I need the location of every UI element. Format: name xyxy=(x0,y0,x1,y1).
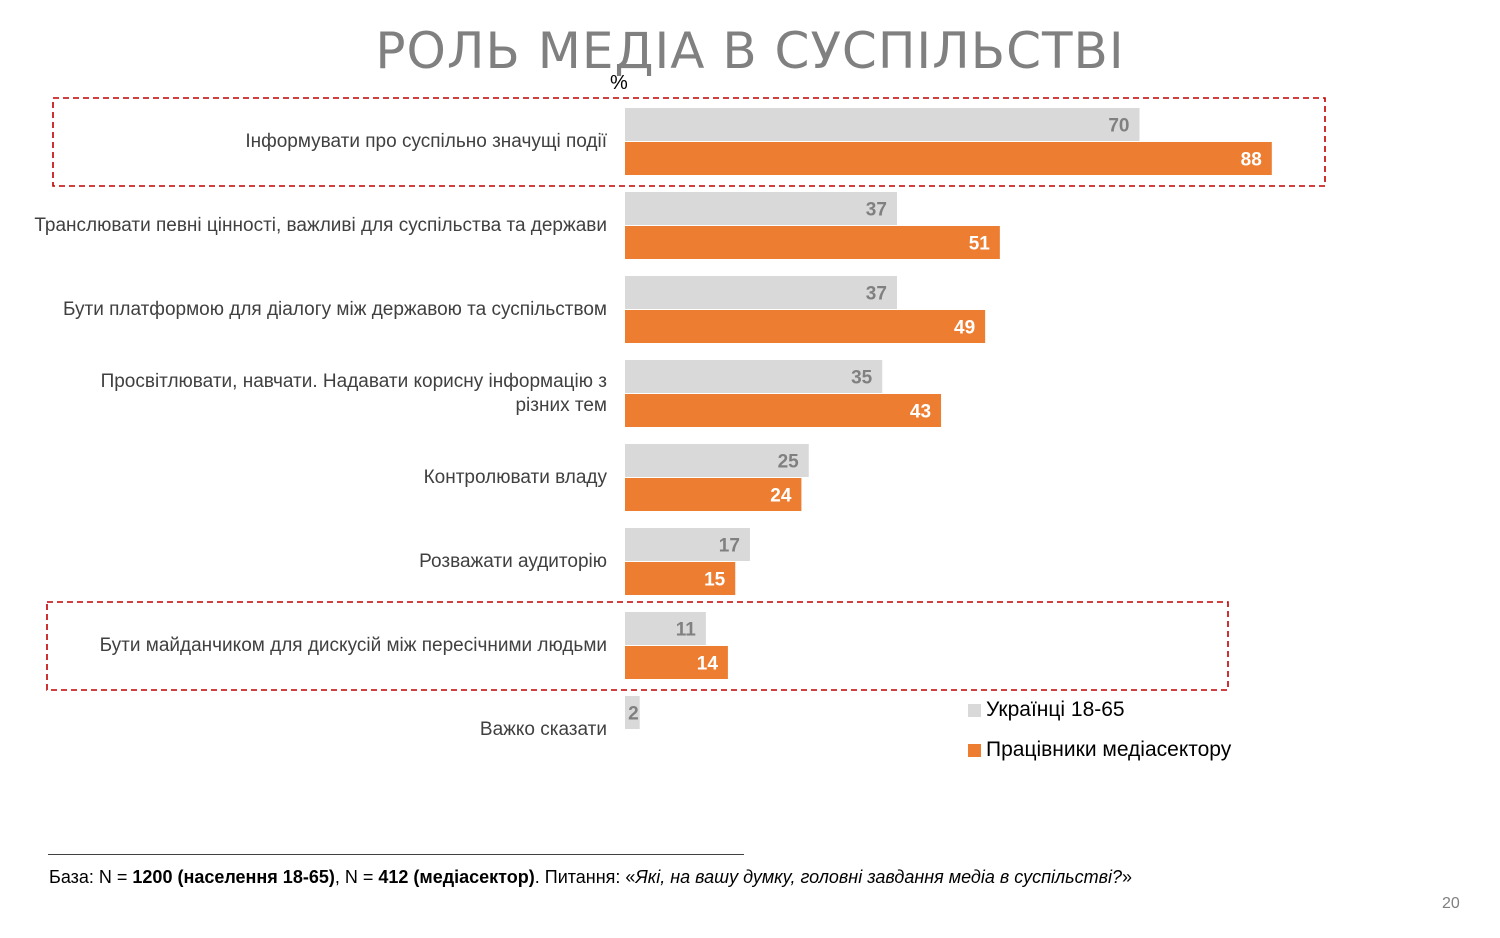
chart-legend: Українці 18-65 Працівники медіасектору xyxy=(968,697,1231,777)
bar-media xyxy=(625,226,1000,259)
footnote-base-population: 1200 (населення 18-65) xyxy=(132,867,335,887)
category-label-line: Важко сказати xyxy=(480,719,607,740)
category-label: Контролювати владу xyxy=(424,467,608,488)
category-label: Просвітлювати, навчати. Надавати корисну… xyxy=(101,371,607,416)
value-label-media: 49 xyxy=(954,318,975,339)
value-label-population: 17 xyxy=(719,536,740,557)
legend-label-media: Працівники медіасектору xyxy=(986,738,1232,761)
bar-population xyxy=(625,360,883,393)
legend-item-population: Українці 18-65 xyxy=(968,697,1231,723)
footnote-question-suffix: » xyxy=(1122,867,1133,887)
value-label-media: 15 xyxy=(704,570,726,591)
legend-item-media: Працівники медіасектору xyxy=(968,737,1231,763)
footnote-separator: , N = xyxy=(334,867,379,887)
bar-population xyxy=(625,612,706,645)
category-label-line: Контролювати владу xyxy=(424,467,608,488)
bar-media xyxy=(625,310,986,343)
value-label-population: 25 xyxy=(778,452,800,473)
category-label-line: Розважати аудиторію xyxy=(419,551,607,572)
value-label-media: 51 xyxy=(969,234,991,255)
bar-media xyxy=(625,646,728,679)
bar-media xyxy=(625,562,736,595)
value-label-media: 14 xyxy=(697,654,719,675)
bar-population xyxy=(625,444,809,477)
page-number: 20 xyxy=(1442,895,1460,912)
legend-swatch-media xyxy=(968,743,981,757)
legend-label-population: Українці 18-65 xyxy=(986,698,1125,721)
bar-population xyxy=(625,192,897,225)
highlight-box xyxy=(46,601,1229,691)
bar-media xyxy=(625,394,942,427)
bar-population xyxy=(625,276,897,309)
category-label-line: Транслювати певні цінності, важливі для … xyxy=(34,215,607,236)
value-label-media: 43 xyxy=(910,402,931,423)
value-label-population: 35 xyxy=(851,368,873,389)
bar-population xyxy=(625,528,750,561)
value-label-population: 11 xyxy=(676,620,697,641)
footnote-base-prefix: База: N = xyxy=(49,867,133,887)
value-label-population: 37 xyxy=(866,284,887,305)
category-label-line: різних тем xyxy=(515,395,607,416)
value-label-population: 37 xyxy=(866,200,887,221)
category-label: Важко сказати xyxy=(480,719,607,740)
slide-title: РОЛЬ МЕДІА В СУСПІЛЬСТВІ xyxy=(375,22,1125,80)
category-label: Транслювати певні цінності, важливі для … xyxy=(34,215,607,236)
category-label: Бути майданчиком для дискусій між пересі… xyxy=(100,635,607,656)
bar-media xyxy=(625,142,1272,175)
legend-swatch-population xyxy=(968,703,981,717)
unit-label: % xyxy=(610,72,628,94)
bar-chart: Інформувати про суспільно значущі події 7… xyxy=(34,97,1326,740)
category-label: Розважати аудиторію xyxy=(419,551,607,572)
value-label-population: 70 xyxy=(1108,116,1129,137)
category-label-line: Інформувати про суспільно значущі події xyxy=(245,131,607,152)
category-label-line: Бути майданчиком для дискусій між пересі… xyxy=(100,635,607,656)
bar-media xyxy=(625,478,802,511)
footnote-question-prefix: . Питання: « xyxy=(534,867,636,887)
category-label-line: Просвітлювати, навчати. Надавати корисну… xyxy=(101,371,607,392)
value-label-media: 88 xyxy=(1241,150,1262,171)
bar-population xyxy=(625,696,640,729)
footnote-base-media: 412 (медіасектор) xyxy=(378,867,535,887)
category-label: Бути платформою для діалогу між державою… xyxy=(63,299,607,320)
footnote: База: N = 1200 (населення 18-65), N = 41… xyxy=(49,867,1132,888)
category-label: Інформувати про суспільно значущі події xyxy=(245,131,607,152)
footnote-question: Які, на вашу думку, головні завдання мед… xyxy=(635,867,1122,887)
value-label-population: 2 xyxy=(628,704,639,725)
bar-population xyxy=(625,108,1140,141)
category-label-line: Бути платформою для діалогу між державою… xyxy=(63,299,607,320)
footnote-divider xyxy=(48,854,744,855)
value-label-media: 24 xyxy=(770,486,792,507)
highlight-box xyxy=(52,97,1326,187)
